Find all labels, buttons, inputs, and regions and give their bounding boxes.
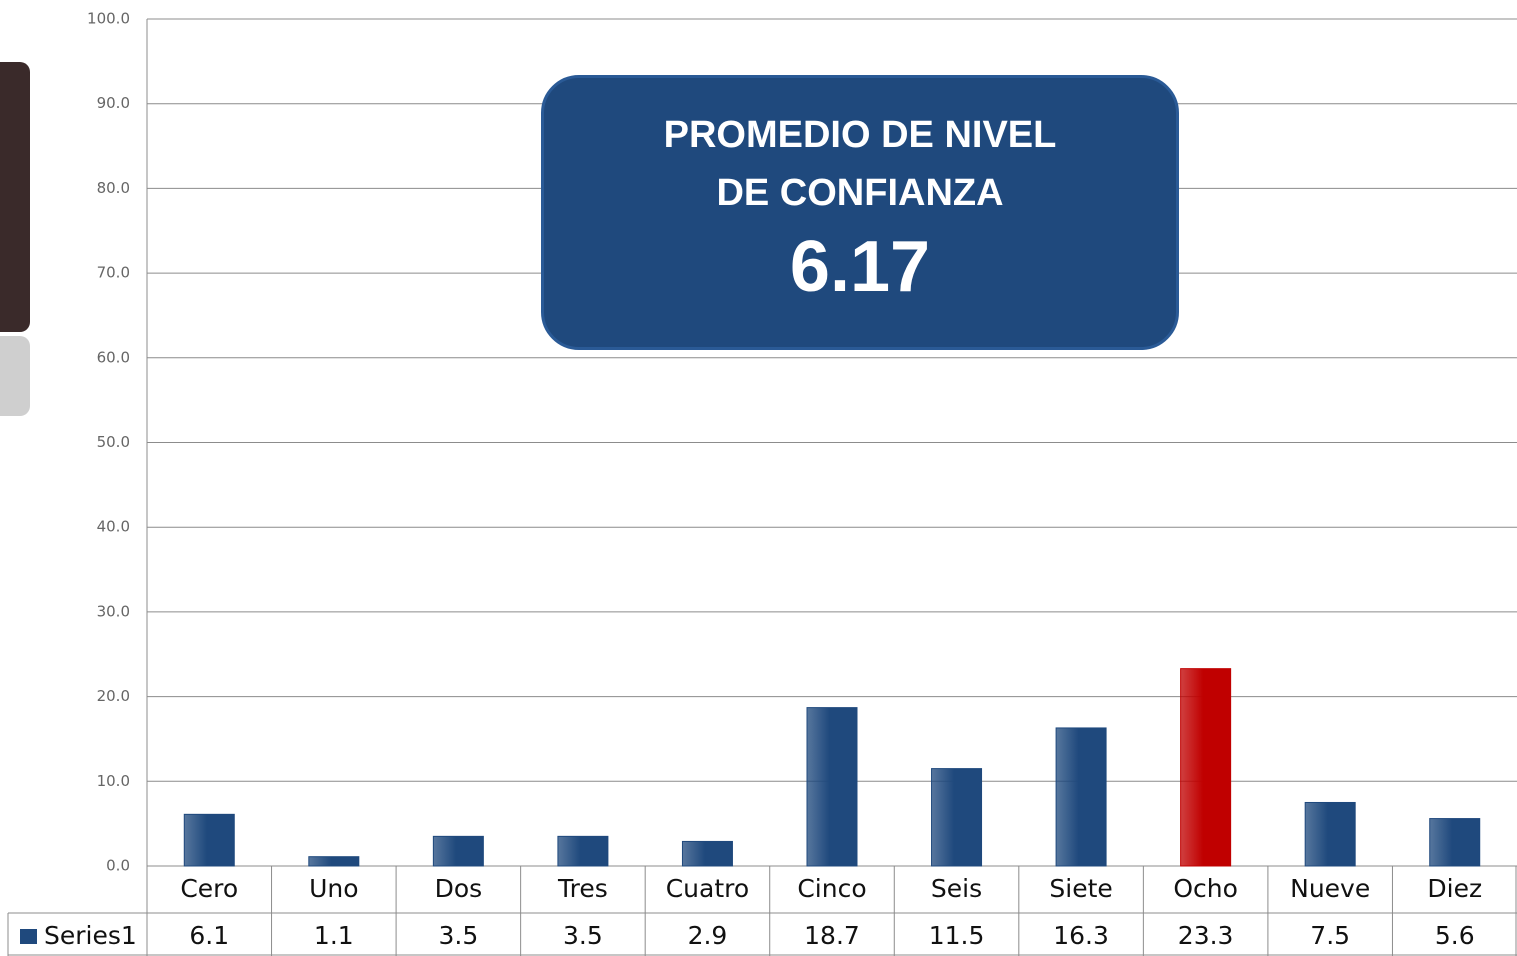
bar (183, 813, 235, 867)
y-tick-label: 30.0 (97, 602, 130, 620)
x-tick-label: Cinco (797, 874, 866, 903)
x-tick-label: Cuatro (666, 874, 749, 903)
y-tick-label: 0.0 (106, 857, 130, 875)
annotation-text: PROMEDIO DE NIVEL DE CONFIANZA (663, 114, 1057, 214)
bar (806, 707, 858, 867)
photo-reflection (0, 336, 30, 416)
y-tick-label: 10.0 (97, 772, 130, 790)
bar (557, 835, 609, 867)
data-table-value: 7.5 (1310, 921, 1350, 950)
photo (0, 62, 30, 332)
data-table-value: 3.5 (438, 921, 478, 950)
annotation-box: PROMEDIO DE NIVEL DE CONFIANZA 6.17 (541, 75, 1179, 350)
data-table-value: 18.7 (804, 921, 860, 950)
bar (1180, 668, 1232, 867)
data-table-value: 5.6 (1435, 921, 1475, 950)
data-table-value: 11.5 (929, 921, 985, 950)
x-tick-label: Cero (180, 874, 238, 903)
x-tick-label: Ocho (1173, 874, 1238, 903)
y-tick-label: 90.0 (97, 94, 130, 112)
x-tick-label: Uno (309, 874, 358, 903)
data-table-value: 23.3 (1178, 921, 1234, 950)
x-tick-label: Siete (1049, 874, 1112, 903)
y-tick-label: 100.0 (87, 10, 130, 28)
data-table-value: 3.5 (563, 921, 603, 950)
y-tick-label: 70.0 (97, 264, 130, 282)
x-tick-label: Dos (435, 874, 483, 903)
x-tick-label: Nueve (1290, 874, 1370, 903)
y-tick-label: 50.0 (97, 433, 130, 451)
data-table-value: 16.3 (1053, 921, 1109, 950)
bar (681, 840, 733, 867)
annotation-value: 6.17 (789, 227, 931, 307)
bar (1429, 818, 1481, 867)
bar (1055, 727, 1107, 867)
data-table-value: 1.1 (314, 921, 354, 950)
bar (1304, 801, 1356, 867)
y-tick-label: 60.0 (97, 348, 130, 366)
legend-swatch (20, 929, 37, 944)
y-tick-label: 40.0 (97, 518, 130, 536)
legend-label: Series1 (44, 921, 137, 950)
data-table-value: 6.1 (189, 921, 229, 950)
bar (432, 835, 484, 867)
bar (308, 856, 360, 867)
y-tick-label: 20.0 (97, 687, 130, 705)
y-tick-label: 80.0 (97, 179, 130, 197)
x-tick-label: Diez (1427, 874, 1482, 903)
x-tick-label: Tres (557, 874, 608, 903)
data-table-value: 2.9 (688, 921, 728, 950)
bar (931, 768, 983, 867)
x-tick-label: Seis (931, 874, 982, 903)
